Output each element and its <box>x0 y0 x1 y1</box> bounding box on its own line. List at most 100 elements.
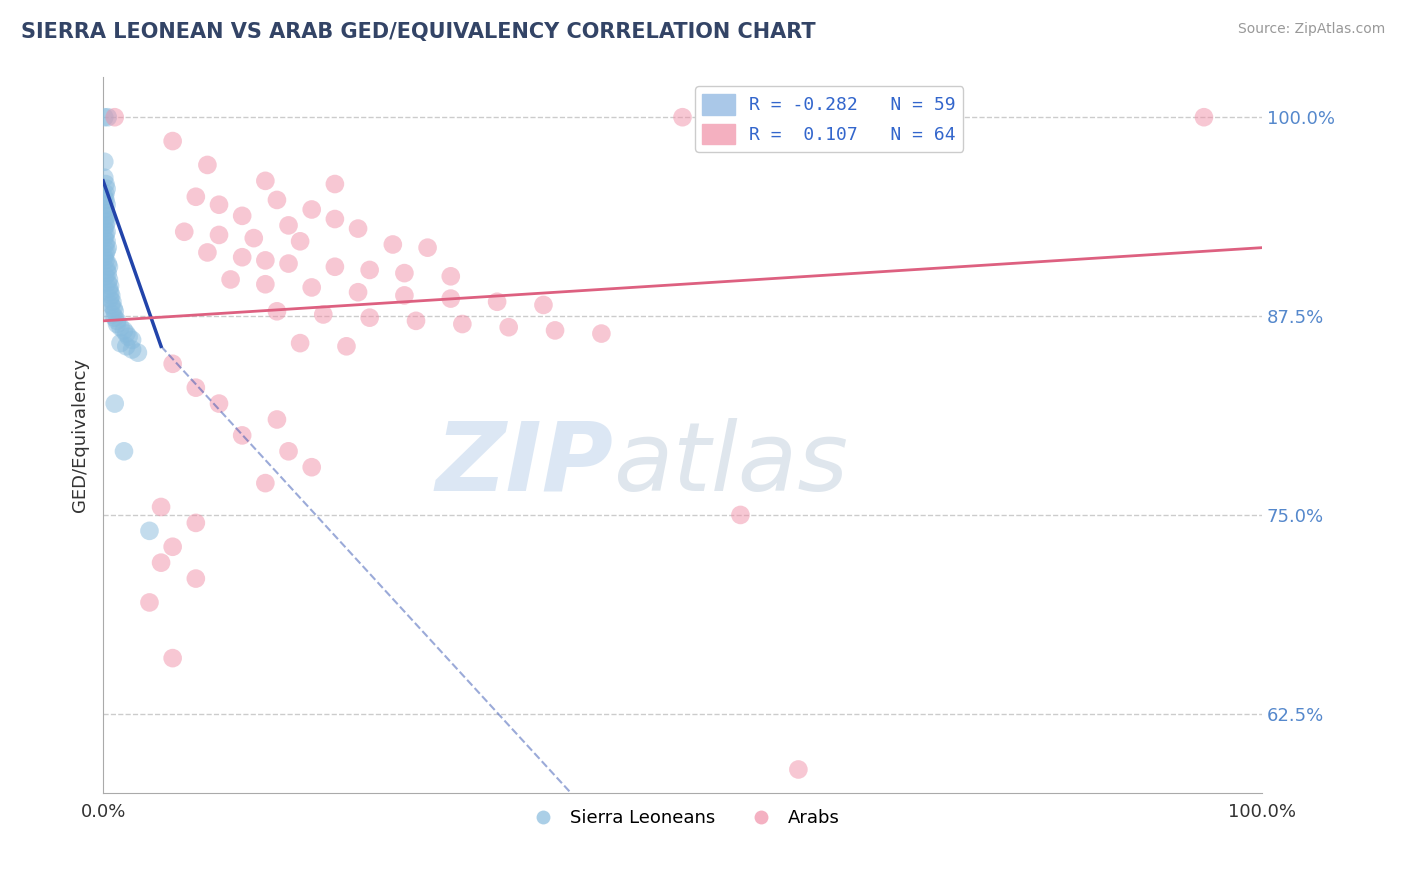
Point <box>323 260 346 274</box>
Point <box>97 260 120 274</box>
Point <box>101 308 124 322</box>
Point <box>105 314 128 328</box>
Point <box>93 190 115 204</box>
Point <box>440 269 463 284</box>
Point <box>208 396 231 410</box>
Point <box>94 253 117 268</box>
Point <box>219 272 242 286</box>
Y-axis label: GED/Equivalency: GED/Equivalency <box>72 359 89 513</box>
Point <box>93 170 115 185</box>
Point <box>97 272 120 286</box>
Point <box>347 285 370 300</box>
Point <box>104 396 127 410</box>
Point <box>323 177 346 191</box>
Text: ZIP: ZIP <box>434 417 613 510</box>
Point <box>96 263 118 277</box>
Point <box>115 339 138 353</box>
Point <box>150 500 173 514</box>
Point <box>93 231 115 245</box>
Point <box>208 227 231 242</box>
Point <box>277 256 299 270</box>
Point <box>93 250 115 264</box>
Point <box>96 182 118 196</box>
Point <box>266 412 288 426</box>
Point <box>110 320 132 334</box>
Point <box>94 237 117 252</box>
Text: SIERRA LEONEAN VS ARAB GED/EQUIVALENCY CORRELATION CHART: SIERRA LEONEAN VS ARAB GED/EQUIVALENCY C… <box>21 22 815 42</box>
Point <box>117 330 139 344</box>
Point <box>100 298 122 312</box>
Point <box>101 294 124 309</box>
Point <box>544 323 567 337</box>
Point <box>96 244 118 258</box>
Point <box>416 241 439 255</box>
Text: atlas: atlas <box>613 417 848 510</box>
Point <box>266 193 288 207</box>
Point <box>104 304 127 318</box>
Point <box>98 285 121 300</box>
Point <box>162 651 184 665</box>
Point <box>94 212 117 227</box>
Point <box>138 524 160 538</box>
Point <box>277 219 299 233</box>
Point <box>208 197 231 211</box>
Point <box>104 310 127 325</box>
Point <box>100 288 122 302</box>
Point <box>110 336 132 351</box>
Point <box>335 339 357 353</box>
Point <box>197 158 219 172</box>
Point <box>93 202 115 217</box>
Point <box>150 556 173 570</box>
Point <box>97 276 120 290</box>
Point <box>288 235 311 249</box>
Point <box>277 444 299 458</box>
Point <box>93 110 115 124</box>
Point <box>112 444 135 458</box>
Point <box>347 221 370 235</box>
Point <box>359 263 381 277</box>
Point <box>138 595 160 609</box>
Point <box>127 345 149 359</box>
Point <box>173 225 195 239</box>
Point <box>93 154 115 169</box>
Point <box>115 326 138 341</box>
Point <box>359 310 381 325</box>
Point <box>184 190 207 204</box>
Legend: Sierra Leoneans, Arabs: Sierra Leoneans, Arabs <box>517 802 846 834</box>
Point <box>184 572 207 586</box>
Point <box>94 219 117 233</box>
Point <box>105 317 128 331</box>
Point <box>104 110 127 124</box>
Point <box>96 215 118 229</box>
Point <box>301 280 323 294</box>
Point <box>184 381 207 395</box>
Point <box>288 336 311 351</box>
Point <box>231 428 253 442</box>
Point <box>231 250 253 264</box>
Point <box>96 209 118 223</box>
Point <box>103 301 125 315</box>
Point <box>94 177 117 191</box>
Point <box>94 186 117 201</box>
Point <box>381 237 404 252</box>
Point <box>301 202 323 217</box>
Point <box>98 278 121 293</box>
Point <box>94 269 117 284</box>
Point <box>323 212 346 227</box>
Point <box>486 294 509 309</box>
Point <box>112 323 135 337</box>
Point <box>1192 110 1215 124</box>
Point <box>440 292 463 306</box>
Point <box>394 288 416 302</box>
Point <box>97 110 120 124</box>
Point <box>97 241 120 255</box>
Point <box>266 304 288 318</box>
Point <box>98 292 121 306</box>
Point <box>787 763 810 777</box>
Point <box>394 266 416 280</box>
Point <box>96 197 118 211</box>
Point <box>671 110 693 124</box>
Point <box>94 227 117 242</box>
Point <box>162 357 184 371</box>
Point <box>93 221 115 235</box>
